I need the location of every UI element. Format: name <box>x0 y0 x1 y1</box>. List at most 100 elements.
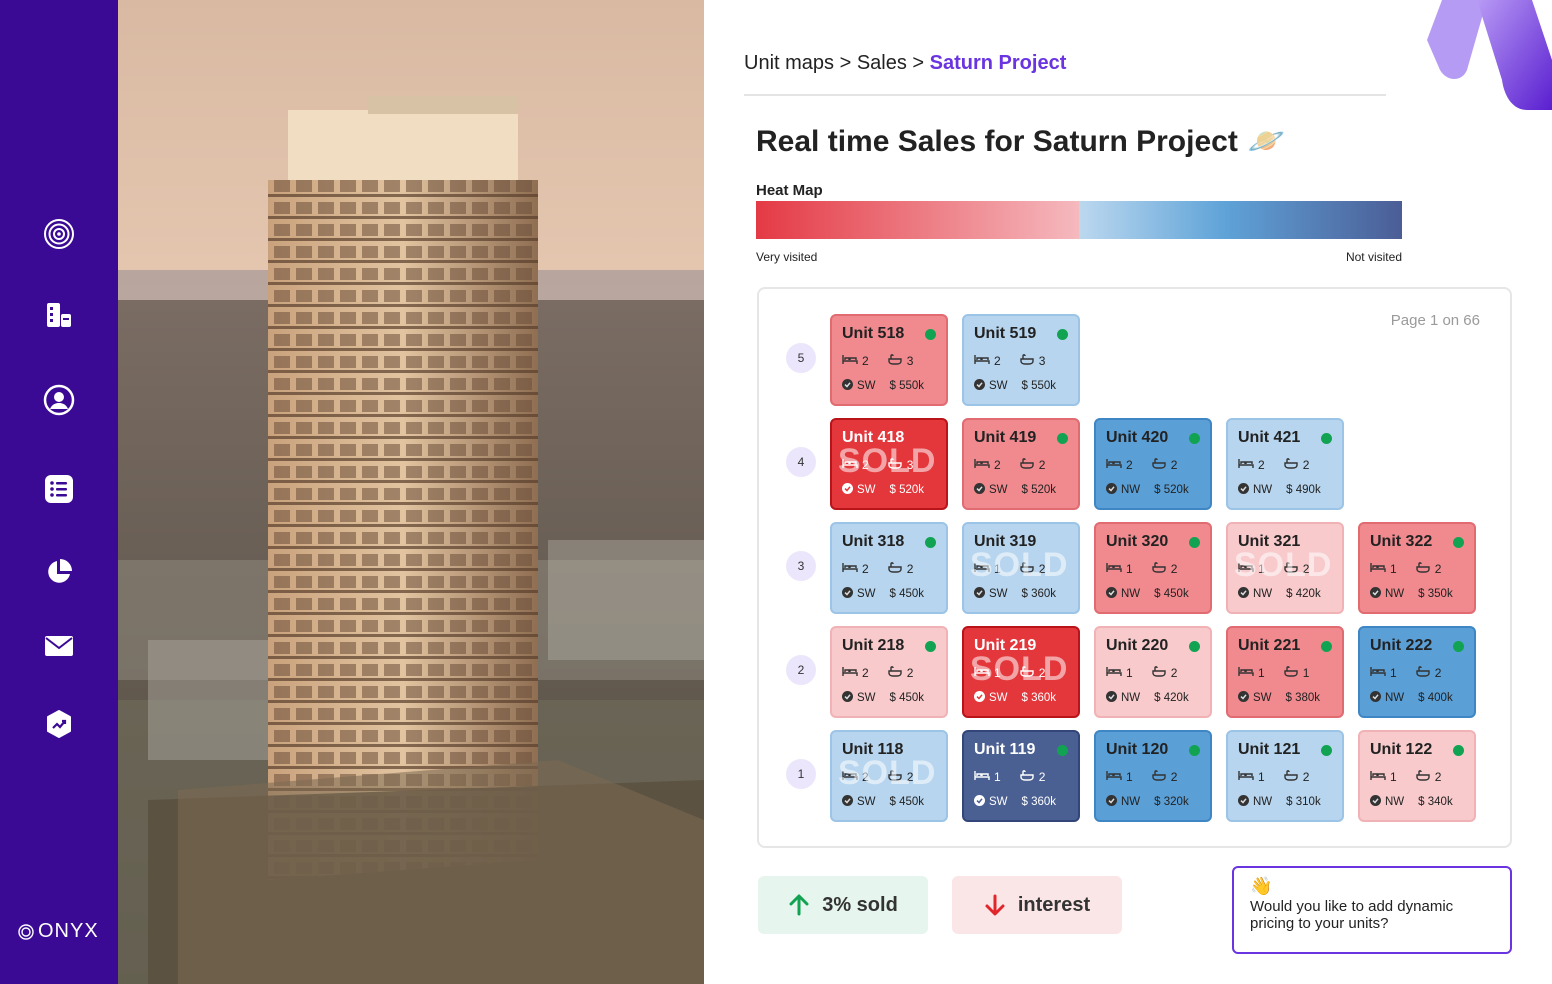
unit-price: $ 450k <box>1154 588 1189 600</box>
unit-details: SW $ 380k <box>1238 691 1320 705</box>
breadcrumb-unit-maps[interactable]: Unit maps <box>744 52 835 74</box>
unit-direction: SW <box>989 380 1008 392</box>
bed-icon <box>1106 769 1122 784</box>
compass-icon <box>1238 795 1249 809</box>
unit-beds: 2 <box>862 665 869 680</box>
trend-icon[interactable] <box>40 705 78 743</box>
bath-icon <box>1151 665 1167 680</box>
unit-card[interactable]: Unit 121 1 2 NW $ 310k <box>1226 730 1344 822</box>
unit-price: $ 520k <box>889 484 925 496</box>
unit-beds: 1 <box>1258 769 1265 784</box>
unit-details: NW $ 420k <box>1106 691 1189 705</box>
unit-price: $ 450k <box>889 796 925 808</box>
unit-beds: 2 <box>862 561 869 576</box>
bed-icon <box>974 353 990 368</box>
unit-beds: 1 <box>1390 769 1397 784</box>
unit-direction: NW <box>1253 796 1273 808</box>
available-dot-icon <box>1057 433 1068 444</box>
compass-icon <box>974 691 985 705</box>
bed-icon <box>974 457 990 472</box>
unit-card[interactable]: Unit 120 1 2 NW $ 320k <box>1094 730 1212 822</box>
onyx-logo: ONYX <box>18 920 99 943</box>
unit-price: $ 520k <box>1154 484 1189 496</box>
compass-icon <box>974 587 985 601</box>
available-dot-icon <box>925 329 936 340</box>
available-dot-icon <box>1057 329 1068 340</box>
unit-card[interactable]: Unit 320 1 2 NW $ 450k <box>1094 522 1212 614</box>
unit-card[interactable]: Unit 221 1 1 SW $ 380k <box>1226 626 1344 718</box>
unit-direction: SW <box>989 796 1008 808</box>
unit-card[interactable]: Unit 322 1 2 NW $ 350k <box>1358 522 1476 614</box>
available-dot-icon <box>1189 433 1200 444</box>
unit-name: Unit 118 <box>842 741 904 758</box>
mail-icon[interactable] <box>40 627 78 665</box>
compass-icon <box>974 379 985 393</box>
unit-price: $ 400k <box>1418 692 1453 704</box>
unit-card[interactable]: Unit 419 2 2 SW $ 520k <box>962 418 1080 510</box>
compass-icon <box>1106 691 1117 705</box>
bed-icon <box>842 457 858 472</box>
unit-card[interactable]: Unit 218 2 2 SW $ 450k <box>830 626 948 718</box>
unit-beds: 2 <box>994 353 1001 368</box>
target-icon[interactable] <box>40 215 78 253</box>
unit-details: SW $ 550k <box>842 379 924 393</box>
unit-card[interactable]: Unit 122 1 2 NW $ 340k <box>1358 730 1476 822</box>
unit-beds: 1 <box>1126 665 1133 680</box>
unit-name: Unit 320 <box>1106 533 1169 550</box>
user-icon[interactable] <box>40 381 78 419</box>
unit-name: Unit 119 <box>974 741 1036 758</box>
floor-badge: 2 <box>786 655 816 685</box>
unit-card[interactable]: Unit 321 1 2 NW $ 420k SOLD <box>1226 522 1344 614</box>
bed-icon <box>842 561 858 576</box>
unit-baths: 2 <box>906 665 914 680</box>
unit-beds: 1 <box>1126 769 1133 784</box>
list-icon[interactable] <box>40 470 78 508</box>
unit-baths: 3 <box>906 457 914 472</box>
bed-icon <box>842 353 858 368</box>
unit-direction: NW <box>1121 484 1141 496</box>
unit-card[interactable]: Unit 220 1 2 NW $ 420k <box>1094 626 1212 718</box>
unit-beds: 2 <box>862 353 869 368</box>
breadcrumb-separator: > <box>834 52 857 74</box>
unit-card[interactable]: Unit 118 2 2 SW $ 450k SOLD <box>830 730 948 822</box>
available-dot-icon <box>1453 745 1464 756</box>
sold-stat-label: 3% sold <box>822 893 898 916</box>
unit-direction: NW <box>1121 588 1141 600</box>
unit-baths: 2 <box>1434 769 1442 784</box>
unit-price: $ 550k <box>1021 380 1057 392</box>
unit-price: $ 360k <box>1021 796 1057 808</box>
floor-badge: 4 <box>786 447 816 477</box>
unit-card[interactable]: Unit 518 2 3 SW $ 550k <box>830 314 948 406</box>
arrow-down-icon <box>985 894 1005 916</box>
bath-icon <box>1151 769 1167 784</box>
unit-baths: 2 <box>1434 561 1442 576</box>
unit-card[interactable]: Unit 418 2 3 SW $ 520k SOLD <box>830 418 948 510</box>
unit-card[interactable]: Unit 222 1 2 NW $ 400k <box>1358 626 1476 718</box>
unit-details: SW $ 450k <box>842 795 924 809</box>
unit-beds: 2 <box>1258 457 1265 472</box>
pie-chart-icon[interactable] <box>40 553 78 591</box>
heatmap-bar <box>756 201 1402 239</box>
unit-card[interactable]: Unit 318 2 2 SW $ 450k <box>830 522 948 614</box>
unit-beds: 2 <box>994 457 1001 472</box>
building-icon[interactable] <box>40 296 78 334</box>
unit-name: Unit 322 <box>1370 533 1433 550</box>
unit-card[interactable]: Unit 519 2 3 SW $ 550k <box>962 314 1080 406</box>
unit-direction: SW <box>857 380 876 392</box>
unit-details: SW $ 550k <box>974 379 1056 393</box>
unit-card[interactable]: Unit 420 2 2 NW $ 520k <box>1094 418 1212 510</box>
breadcrumb-sales[interactable]: Sales <box>856 52 907 74</box>
unit-card[interactable]: Unit 421 2 2 NW $ 490k <box>1226 418 1344 510</box>
unit-card[interactable]: Unit 319 1 2 SW $ 360k SOLD <box>962 522 1080 614</box>
unit-card[interactable]: Unit 119 1 2 SW $ 360k <box>962 730 1080 822</box>
dynamic-pricing-prompt[interactable]: 👋 Would you like to add dynamic pricing … <box>1232 866 1512 954</box>
unit-card[interactable]: Unit 219 1 2 SW $ 360k SOLD <box>962 626 1080 718</box>
available-dot-icon <box>1453 537 1464 548</box>
